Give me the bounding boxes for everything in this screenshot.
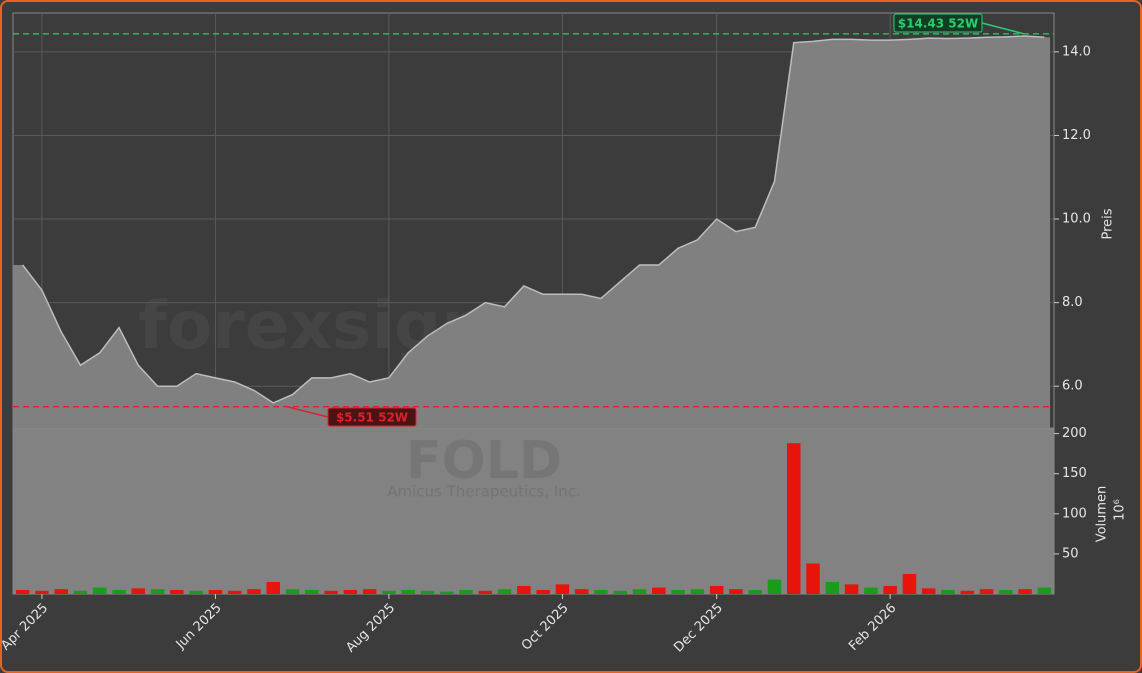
x-tick-label: Aug 2025 [343, 601, 398, 656]
volume-bar [266, 581, 280, 594]
volume-bar [1037, 587, 1052, 594]
volume-bar [208, 589, 223, 594]
volume-bar [343, 589, 358, 594]
volume-axis-label: Volumen [1095, 486, 1110, 543]
y-tick-label: 14.0 [1062, 44, 1091, 59]
annotation-arrow [981, 22, 1025, 35]
volume-bar [921, 588, 936, 594]
volume-bar [902, 573, 917, 594]
volume-bar [979, 589, 994, 594]
volume-bar [362, 589, 377, 594]
volume-bar [131, 588, 146, 594]
volume-bar [420, 590, 435, 594]
volume-bar [748, 589, 762, 594]
volume-bar [767, 579, 782, 594]
volume-bar [960, 590, 974, 594]
volume-bar [227, 590, 242, 594]
volume-bar [73, 590, 88, 594]
volume-bar [632, 589, 647, 594]
volume-bar [170, 589, 184, 594]
volume-bar [709, 585, 724, 594]
volume-bar [54, 589, 68, 594]
annotation-label: $14.43 52W [898, 17, 978, 31]
y-tick-label: 100 [1062, 506, 1087, 521]
company-watermark: Amicus Therapeutics, Inc. [387, 483, 580, 501]
price-axis-label: Preis [1101, 208, 1116, 239]
volume-bar [671, 589, 685, 594]
y-tick-label: 150 [1062, 466, 1087, 481]
x-tick-label: Jun 2025 [173, 601, 225, 653]
volume-axis-unit: 10⁶ [1113, 499, 1128, 521]
volume-bar [613, 590, 627, 594]
volume-bar [517, 585, 531, 594]
volume-panel [12, 427, 1055, 595]
volume-bar [652, 587, 666, 594]
volume-bar [478, 590, 493, 594]
volume-bar [1018, 589, 1032, 594]
volume-bar [324, 590, 338, 594]
volume-bar [864, 587, 878, 594]
volume-bar [382, 590, 396, 594]
volume-bar [594, 589, 608, 594]
volume-bar [112, 589, 126, 594]
x-tick-label: Apr 2025 [2, 601, 51, 654]
x-tick-label: Oct 2025 [519, 601, 572, 654]
annotation-arrow [286, 405, 329, 418]
price-area [13, 35, 1050, 428]
volume-bar [844, 584, 859, 594]
volume-bar [247, 589, 261, 594]
volume-bar [536, 589, 550, 594]
x-tick-label: Feb 2026 [846, 601, 899, 654]
volume-bar [825, 581, 840, 594]
volume-bar [93, 587, 107, 594]
volume-bar [787, 443, 801, 594]
y-tick-label: 12.0 [1062, 128, 1091, 143]
annotation-label: $5.51 52W [336, 411, 408, 425]
volume-bar [15, 589, 30, 594]
volume-bar [999, 589, 1013, 594]
volume-bar [574, 589, 589, 594]
y-tick-label: 10.0 [1062, 212, 1091, 227]
volume-bar [690, 589, 705, 594]
volume-bar [189, 590, 203, 594]
ticker-watermark: FOLD [406, 431, 562, 491]
volume-bar [440, 591, 454, 594]
volume-bar [459, 589, 473, 594]
price-line [22, 35, 1045, 404]
volume-bar [883, 585, 897, 594]
volume-bar [285, 589, 300, 594]
volume-bar [729, 589, 743, 594]
volume-bar [555, 584, 570, 594]
volume-bar [497, 589, 512, 594]
volume-bar [806, 563, 820, 594]
x-tick-label: Dec 2025 [671, 601, 726, 656]
y-tick-label: 50 [1062, 546, 1079, 561]
volume-bar [35, 590, 49, 594]
y-tick-label: 8.0 [1062, 295, 1083, 310]
y-tick-label: 200 [1062, 426, 1087, 441]
volume-bar [305, 589, 319, 594]
volume-bar [401, 589, 415, 594]
volume-bar [941, 589, 955, 594]
y-tick-label: 6.0 [1062, 379, 1083, 394]
volume-bar [150, 589, 165, 594]
